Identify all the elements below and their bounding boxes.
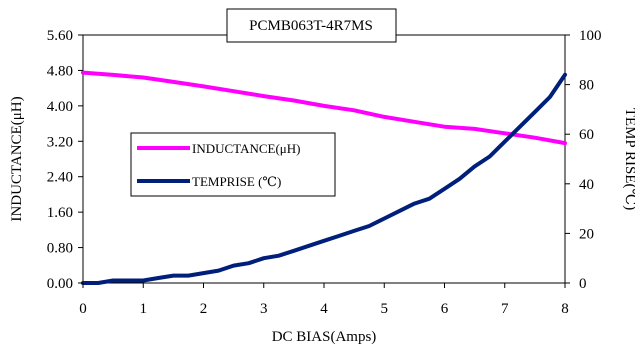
y-right-tick-label: 40 [579,177,594,193]
y-left-tick-label: 1.60 [47,205,73,221]
legend-label-inductance: INDUCTANCE(μH) [192,141,300,156]
y-left-tick-label: 0.00 [47,276,73,292]
y-left-tick-label: 2.40 [47,170,73,186]
y-right-tick-label: 100 [579,28,602,44]
y-axis-left-ticks: 0.00 0.80 1.60 2.40 3.20 4.00 4.80 5.60 [47,28,83,292]
series-layer [81,70,567,285]
legend-label-temprise: TEMPRISE (℃) [192,174,281,189]
y-right-tick-label: 0 [579,276,587,292]
chart-title: PCMB063T-4R7MS [249,18,373,34]
x-tick-label: 2 [200,301,208,317]
y-right-tick-label: 20 [579,226,594,242]
x-tick-label: 1 [140,301,148,317]
x-axis-ticks: 0 1 2 3 4 5 6 7 8 [79,283,569,317]
y-right-tick-label: 60 [579,127,594,143]
x-tick-label: 7 [501,301,509,317]
x-axis-title: DC BIAS(Amps) [272,329,377,345]
x-tick-label: 3 [260,301,268,317]
legend-box [130,132,336,197]
y-left-tick-label: 3.20 [47,134,73,150]
x-tick-label: 5 [381,301,389,317]
x-tick-label: 0 [79,301,87,317]
series-line-inductance [81,70,567,146]
y-left-tick-label: 4.00 [47,99,73,115]
series-line-temprise [81,72,567,285]
y-left-tick-label: 0.80 [47,241,73,257]
x-tick-label: 8 [561,301,569,317]
y-axis-left-title: INDUCTANCE(μH) [9,96,25,221]
x-tick-label: 4 [320,301,328,317]
chart-title-box [226,8,397,43]
y-left-tick-label: 5.60 [47,28,73,44]
y-axis-right-ticks: 0 20 40 60 80 100 [565,28,602,292]
y-right-tick-label: 80 [579,78,594,94]
y-axis-right-title: TEMP RISE(℃) [622,108,635,210]
x-tick-label: 6 [441,301,449,317]
y-left-tick-label: 4.80 [47,63,73,79]
legend: INDUCTANCE(μH) TEMPRISE (℃) [130,132,336,197]
